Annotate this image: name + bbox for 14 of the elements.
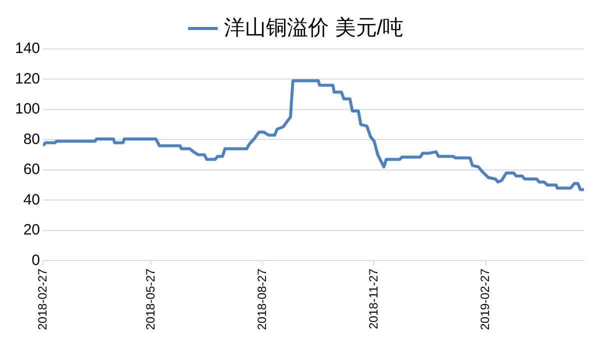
y-tick-label: 120 bbox=[14, 70, 40, 88]
x-tick-label: 2018-05-27 bbox=[143, 268, 158, 330]
y-tick-label: 60 bbox=[23, 161, 40, 178]
x-tick-label: 2018-08-27 bbox=[254, 268, 269, 330]
y-tick-label: 100 bbox=[14, 100, 40, 118]
x-tick-label: 2018-11-27 bbox=[366, 268, 380, 330]
y-tick-label: 0 bbox=[32, 252, 40, 269]
y-tick-label: 40 bbox=[23, 191, 40, 208]
y-tick-label: 140 bbox=[14, 40, 40, 58]
y-tick-label: 20 bbox=[23, 222, 40, 239]
x-tick-label: 2019-02-27 bbox=[478, 268, 492, 330]
x-tick-label: 2018-02-27 bbox=[35, 268, 50, 330]
legend-label: 洋山铜溢价 美元/吨 bbox=[224, 16, 404, 40]
y-tick-label: 80 bbox=[23, 130, 40, 148]
